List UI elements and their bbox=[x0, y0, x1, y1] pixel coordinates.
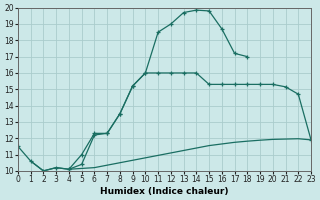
X-axis label: Humidex (Indice chaleur): Humidex (Indice chaleur) bbox=[100, 187, 229, 196]
